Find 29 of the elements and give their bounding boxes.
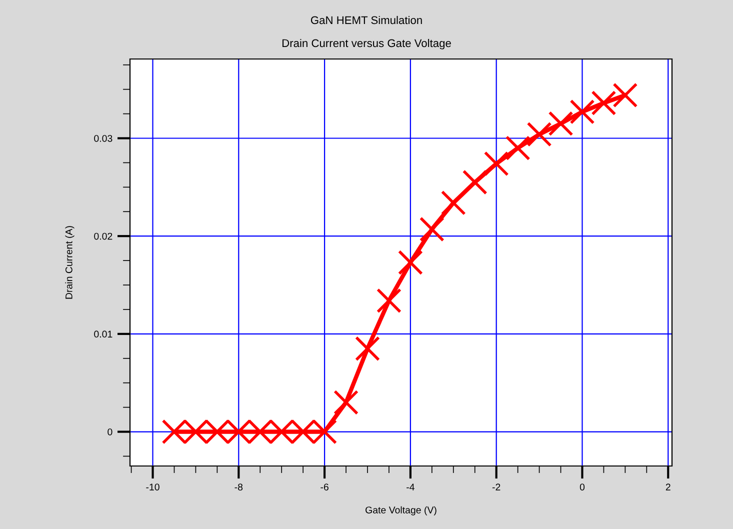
point — [612, 82, 638, 108]
point — [376, 288, 402, 314]
x-axis-title: Gate Voltage (V) — [366, 506, 436, 516]
point — [440, 190, 466, 216]
point — [548, 111, 574, 136]
y-tick-label: 0.03 — [94, 134, 112, 142]
y-tick-label: 0.01 — [94, 330, 112, 338]
point — [355, 336, 380, 362]
x-tick-label: 2 — [666, 484, 670, 490]
point — [570, 99, 595, 124]
point — [484, 151, 509, 176]
x-tick-label: -4 — [406, 484, 414, 490]
point — [462, 170, 488, 195]
y-tick-label: 0 — [108, 428, 112, 436]
y-tick-label: 0.02 — [94, 232, 112, 240]
point — [591, 90, 616, 116]
point — [334, 390, 359, 415]
chart-subtitle: Drain Current versus Gate Voltage — [282, 38, 451, 50]
x-tick-label: -6 — [320, 484, 328, 490]
point — [505, 136, 530, 161]
point — [398, 250, 423, 275]
x-tick-label: 0 — [580, 484, 585, 490]
x-tick-label: -8 — [234, 484, 243, 490]
x-tick-label: -10 — [146, 484, 160, 490]
x-tick-label: -2 — [492, 484, 500, 490]
point — [526, 122, 552, 147]
y-axis-title: Drain Current (A) — [65, 226, 74, 299]
point — [419, 216, 444, 242]
chart-title: GaN HEMT Simulation — [310, 16, 422, 24]
